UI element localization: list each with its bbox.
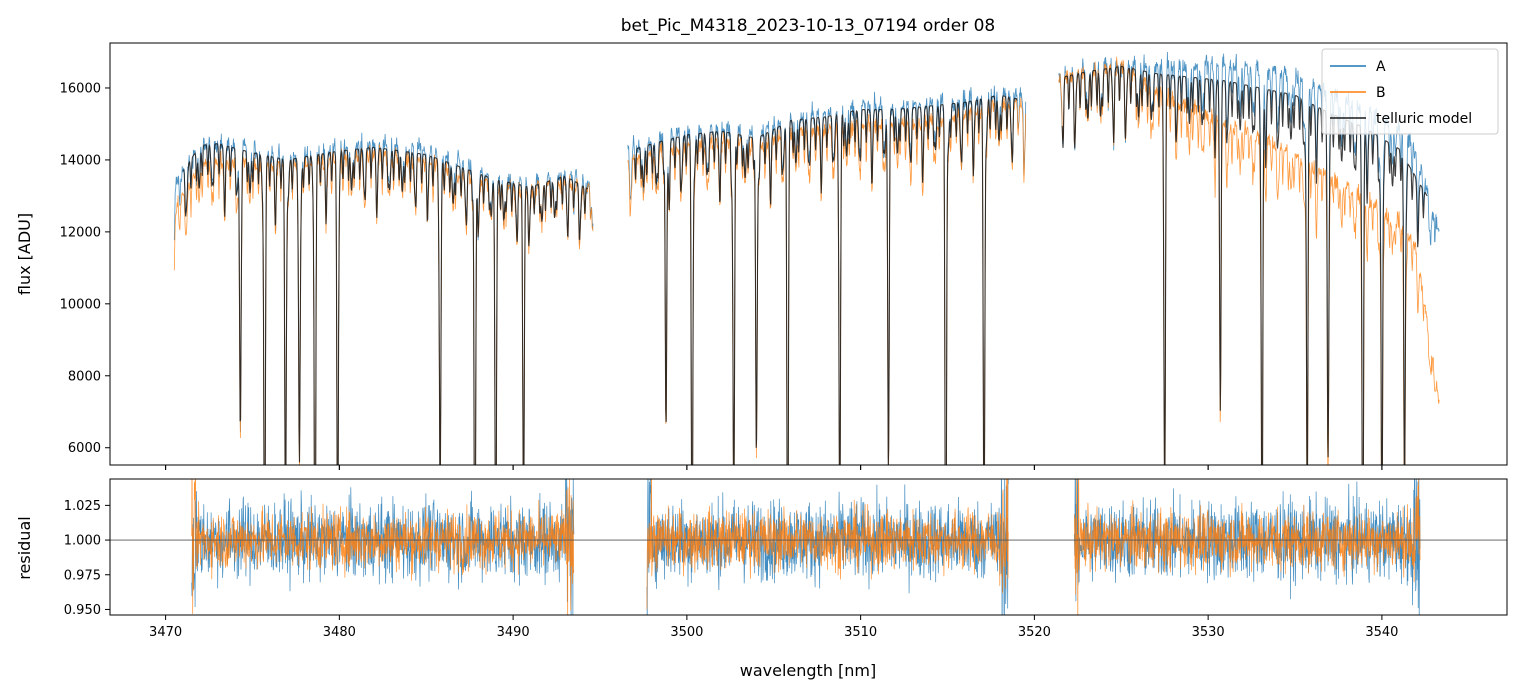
res-x-tick-label-3540: 3540 [1365,625,1398,640]
res-y-tick-label-0: 0.950 [64,603,101,618]
main-y-tick-label-10000: 10000 [60,297,101,312]
residual-series-b-segment-1 [646,479,1009,610]
legend-label-b: B [1376,85,1386,101]
residual-series-b-segment-0 [191,479,575,615]
legend-label-a: A [1376,59,1386,75]
residual-axes-frame [109,478,1508,616]
series-telluric-model-segment-2 [1061,65,1428,465]
residual-panel: 3470 3480 3490 3500 3510 3520 3530 3540 0.9500.… [15,465,1508,680]
series-telluric-model-segment-0 [182,143,589,465]
main-y-tick-label-12000: 12000 [60,225,101,240]
residual-series-b-segment-2 [1073,479,1421,615]
res-y-tick-label-3: 1.025 [64,499,101,514]
res-y-tick-label-2: 1.000 [64,534,101,549]
res-y-tick-label-1: 0.975 [64,568,101,583]
series-telluric-model-segment-1 [634,95,1018,465]
legend: A B telluric model [1321,48,1499,135]
res-x-tick-label-3470: 3470 [149,625,182,640]
legend-label-telluric: telluric model [1376,111,1472,127]
x-axis-label-wavelength: wavelength [nm] [740,661,877,680]
main-y-tick-label-6000: 6000 [68,441,101,456]
res-x-tick-label-3490: 3490 [497,625,530,640]
chart-title: bet_Pic_M4318_2023-10-13_07194 order 08 [621,16,995,36]
y-axis-label-residual: residual [15,516,34,579]
main-y-tick-label-16000: 16000 [60,81,101,96]
res-x-tick-label-3500: 3500 [670,625,703,640]
legend-box [1321,48,1499,135]
main-y-ticks: 6000 8000 10000 12000 14000 16000 [60,81,110,456]
series-b-segment-2 [1058,56,1440,465]
residual-x-ticks: 3470 3480 3490 3500 3510 3520 3530 3540 [149,465,1398,640]
main-y-tick-label-8000: 8000 [68,369,101,384]
main-axes-frame [109,42,1508,466]
res-x-tick-label-3520: 3520 [1018,625,1051,640]
y-axis-label-flux: flux [ADU] [15,213,34,295]
residual-y-ticks: 0.950 0.975 1.000 1.025 [64,499,110,618]
residual-plot-area [110,479,1507,615]
main-y-tick-label-14000: 14000 [60,153,101,168]
res-x-tick-label-3480: 3480 [323,625,356,640]
series-a-segment-0 [173,132,594,465]
res-x-tick-label-3510: 3510 [844,625,877,640]
res-x-tick-label-3530: 3530 [1192,625,1225,640]
